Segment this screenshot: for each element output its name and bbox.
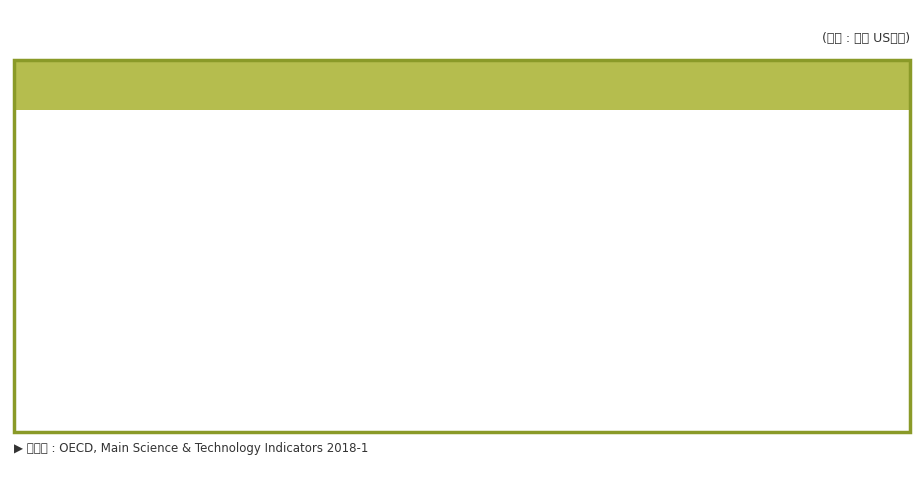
Text: 14,938: 14,938 bbox=[518, 265, 562, 278]
Text: 2016: 2016 bbox=[765, 78, 808, 92]
Text: 4,591: 4,591 bbox=[604, 357, 640, 370]
Text: 53,997: 53,997 bbox=[189, 173, 232, 186]
Text: -81: -81 bbox=[858, 127, 879, 140]
Text: 20,523: 20,523 bbox=[764, 311, 809, 324]
Text: 미국: 미국 bbox=[43, 173, 58, 186]
Text: 구분: 구분 bbox=[41, 78, 60, 92]
Text: 18,180: 18,180 bbox=[436, 265, 479, 278]
Text: -2,993: -2,993 bbox=[849, 219, 889, 232]
Text: 16,376: 16,376 bbox=[682, 265, 726, 278]
Text: -9,234: -9,234 bbox=[109, 403, 148, 416]
Text: 2014: 2014 bbox=[600, 78, 643, 92]
Text: 31,018: 31,018 bbox=[600, 311, 644, 324]
Text: -17,808: -17,808 bbox=[433, 403, 482, 416]
Text: 2010: 2010 bbox=[272, 78, 314, 92]
Text: 24,610: 24,610 bbox=[682, 311, 726, 324]
Text: -3,169: -3,169 bbox=[356, 127, 395, 140]
Text: -12,478: -12,478 bbox=[269, 403, 317, 416]
Text: 2013: 2013 bbox=[519, 78, 561, 92]
Text: -1,003: -1,003 bbox=[191, 357, 230, 370]
Text: 57,522: 57,522 bbox=[107, 173, 150, 186]
Text: 11,269: 11,269 bbox=[847, 357, 891, 370]
Text: 87,016: 87,016 bbox=[764, 173, 809, 186]
Text: 2017: 2017 bbox=[847, 78, 890, 92]
Text: -3,008: -3,008 bbox=[273, 219, 313, 232]
Text: -23,633: -23,633 bbox=[681, 403, 729, 416]
Text: 11,804: 11,804 bbox=[600, 265, 644, 278]
Text: 2011: 2011 bbox=[354, 78, 396, 92]
Text: 24,343: 24,343 bbox=[354, 311, 397, 324]
Text: -1,316: -1,316 bbox=[519, 127, 560, 140]
Text: 22,708: 22,708 bbox=[107, 311, 150, 324]
Text: -3,839: -3,839 bbox=[519, 219, 560, 232]
Text: -364: -364 bbox=[114, 357, 143, 370]
Text: -2,951: -2,951 bbox=[273, 357, 313, 370]
Text: 53,775: 53,775 bbox=[353, 173, 397, 186]
Text: 10,759: 10,759 bbox=[354, 265, 397, 278]
Text: 2009: 2009 bbox=[189, 78, 232, 92]
Text: ▶ 자료원 : OECD, Main Science & Technology Indicators 2018-1: ▶ 자료원 : OECD, Main Science & Technology … bbox=[14, 442, 368, 455]
Text: 7,806: 7,806 bbox=[522, 357, 557, 370]
Text: -27,444: -27,444 bbox=[598, 403, 646, 416]
Text: 2008: 2008 bbox=[107, 78, 149, 92]
Text: 4,183: 4,183 bbox=[275, 265, 310, 278]
Text: 49,451: 49,451 bbox=[271, 173, 315, 186]
Text: 2015: 2015 bbox=[683, 78, 726, 92]
Text: -2,323: -2,323 bbox=[684, 219, 724, 232]
Text: 중국: 중국 bbox=[43, 403, 58, 416]
Text: -20,727: -20,727 bbox=[763, 403, 810, 416]
Text: -5,448: -5,448 bbox=[108, 219, 148, 232]
Text: (단위 : 백만 US달러): (단위 : 백만 US달러) bbox=[822, 32, 910, 45]
Text: 79,084: 79,084 bbox=[682, 173, 726, 186]
Text: 6,146: 6,146 bbox=[192, 265, 228, 278]
Text: -10,509: -10,509 bbox=[186, 403, 235, 416]
Text: -1,565: -1,565 bbox=[108, 127, 148, 140]
Text: 4,675: 4,675 bbox=[111, 265, 146, 278]
Text: -13,344: -13,344 bbox=[351, 403, 399, 416]
Text: -1,608: -1,608 bbox=[601, 127, 642, 140]
Text: -3,658: -3,658 bbox=[766, 219, 807, 232]
Text: -2,049: -2,049 bbox=[273, 127, 313, 140]
Text: 10,930: 10,930 bbox=[354, 357, 397, 370]
Text: -2,053: -2,053 bbox=[437, 127, 477, 140]
Text: 영국: 영국 bbox=[43, 357, 58, 370]
Text: 65,587: 65,587 bbox=[436, 173, 479, 186]
Text: 3,996: 3,996 bbox=[769, 357, 804, 370]
Text: -2,871: -2,871 bbox=[601, 219, 642, 232]
Text: 일본: 일본 bbox=[43, 219, 58, 232]
Text: -4,280: -4,280 bbox=[437, 219, 477, 232]
Text: -872: -872 bbox=[196, 127, 225, 140]
Text: 7,081: 7,081 bbox=[686, 357, 722, 370]
Text: 74,345: 74,345 bbox=[600, 173, 644, 186]
Text: -2,736: -2,736 bbox=[766, 127, 807, 140]
Text: 24,421: 24,421 bbox=[847, 265, 891, 278]
Text: -1,459: -1,459 bbox=[356, 219, 395, 232]
Text: 19,378: 19,378 bbox=[189, 311, 232, 324]
Text: 81,627: 81,627 bbox=[847, 173, 891, 186]
Text: -4,413: -4,413 bbox=[191, 219, 230, 232]
Text: 8,416: 8,416 bbox=[439, 357, 475, 370]
Text: 프랑스: 프랑스 bbox=[40, 311, 62, 324]
Text: 25,771: 25,771 bbox=[436, 311, 479, 324]
Text: 69,866: 69,866 bbox=[518, 173, 562, 186]
Text: 21,709: 21,709 bbox=[764, 265, 809, 278]
Text: 23,851: 23,851 bbox=[271, 311, 315, 324]
Text: -2,463: -2,463 bbox=[684, 127, 724, 140]
Text: 한국: 한국 bbox=[43, 127, 58, 140]
Text: 독일: 독일 bbox=[43, 265, 58, 278]
Text: -23,001: -23,001 bbox=[516, 403, 564, 416]
Text: 29,067: 29,067 bbox=[518, 311, 562, 324]
Text: 2012: 2012 bbox=[437, 78, 479, 92]
